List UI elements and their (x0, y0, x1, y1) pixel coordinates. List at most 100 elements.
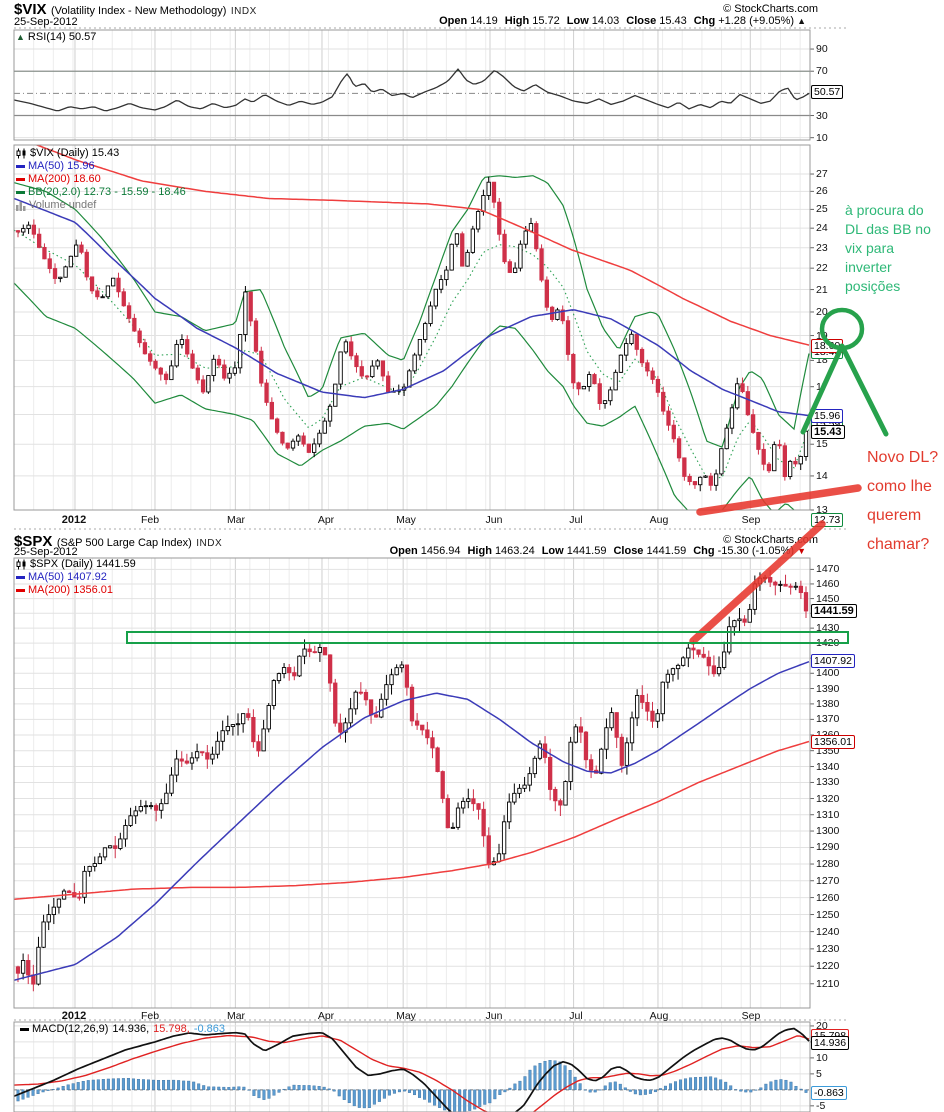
ma-line-icon (16, 589, 25, 592)
y-tick-label: 1220 (816, 960, 840, 973)
legend-row: Volume undef (16, 199, 96, 212)
ma-line-icon (16, 165, 25, 168)
rsi-legend-label: RSI(14) 50.57 (27, 31, 97, 43)
x-axis-month-label: 2012 (61, 514, 87, 526)
y-tick-label: 1240 (816, 925, 840, 938)
chg-label: Chg (693, 545, 715, 557)
y-tick-label: 1400 (816, 667, 840, 680)
price-badge: 1441.59 (811, 604, 857, 618)
ma-line-icon (16, 576, 25, 579)
ohlc-value: 1441.59 (566, 545, 607, 557)
volume-bars-icon (16, 201, 26, 211)
annotation-green-note: à procura do DL das BB no vix para inver… (845, 202, 931, 294)
legend-row: MA(200) 18.60 (16, 173, 101, 186)
x-axis-month-label: Feb (140, 514, 160, 526)
legend-row: $SPX (Daily) 1441.59 (16, 558, 136, 571)
legend-text: BB(20,2.0) 12.73 - 15.59 - 18.46 (28, 186, 186, 198)
ohlc-value: 1441.59 (646, 545, 687, 557)
y-tick-label: 1310 (816, 808, 840, 821)
ohlc-value: 14.19 (470, 15, 498, 27)
y-tick-label: 1270 (816, 874, 840, 887)
y-tick-label: 1430 (816, 622, 840, 635)
y-tick-label: 1380 (816, 697, 840, 710)
rsi-area-icon: ▲ (16, 32, 25, 42)
y-tick-label: 1450 (816, 592, 840, 605)
x-axis-month-label: Jul (569, 514, 583, 526)
macd-legend-value: 14.936, (112, 1023, 150, 1035)
y-tick-label: 30 (816, 109, 828, 122)
x-axis-month-label: Jul (569, 1010, 583, 1022)
price-badge: 12.73 (811, 513, 844, 527)
legend-row: MA(200) 1356.01 (16, 584, 113, 597)
x-axis-month-label: Aug (649, 514, 669, 526)
spx-title: $SPX (S&P 500 Large Cap Index) INDX (14, 533, 222, 551)
price-badge: 15.96 (811, 409, 844, 423)
y-tick-label: 1470 (816, 563, 840, 576)
x-axis-month-label: Mar (226, 514, 246, 526)
y-tick-label: 21 (816, 283, 828, 296)
macd-legend-value: -0.863 (193, 1023, 226, 1035)
x-axis-month-label: Apr (317, 1010, 335, 1022)
y-tick-label: -5 (816, 1099, 826, 1112)
y-tick-label: 1250 (816, 908, 840, 921)
legend-row: MA(50) 1407.92 (16, 571, 107, 584)
y-tick-label: 10 (816, 1051, 828, 1064)
legend-text: MA(200) 1356.01 (28, 584, 113, 596)
y-tick-label: 1230 (816, 942, 840, 955)
spx-date: 25-Sep-2012 (14, 546, 78, 558)
x-axis-month-label: Jun (485, 514, 503, 526)
chg-direction-icon: ▲ (797, 16, 806, 26)
legend-row: BB(20,2.0) 12.73 - 15.59 - 18.46 (16, 186, 186, 199)
legend-text: $SPX (Daily) 1441.59 (30, 558, 136, 570)
ohlc-label: Open (439, 15, 468, 27)
y-tick-label: 70 (816, 65, 828, 78)
spx-desc: (S&P 500 Large Cap Index) (56, 537, 192, 549)
price-badge: 50.57 (811, 85, 844, 99)
price-badge: 1407.92 (811, 654, 855, 668)
ohlc-value: 1463.24 (494, 545, 535, 557)
legend-text: MA(50) 1407.92 (28, 571, 107, 583)
price-badge: 15.43 (811, 425, 845, 439)
ohlc-value: 15.43 (659, 15, 687, 27)
vix-ohlc-row: Open 14.19 High 15.72 Low 14.03 Close 15.43 Chg +… (432, 15, 806, 27)
ohlc-value: 14.03 (591, 15, 620, 27)
y-tick-label: 20 (816, 305, 828, 318)
chg-label: Chg (693, 15, 716, 27)
y-tick-label: 26 (816, 185, 828, 198)
copyright-top: © StockCharts.com (723, 3, 818, 15)
ma-line-icon (16, 191, 25, 194)
macd-legend: MACD(12,26,9) 14.936, 15.798, -0.863 (20, 1023, 229, 1036)
vix-symbol: $VIX (14, 1, 47, 18)
x-axis-month-label: May (396, 514, 416, 526)
spx-symbol: $SPX (14, 533, 53, 550)
ohlc-label: Close (626, 15, 657, 27)
chg-value: -15.30 (-1.05%) (717, 545, 798, 557)
spx-ohlc-row: Open 1456.94 High 1463.24 Low 1441.59 Close 144… (383, 545, 806, 557)
y-tick-label: 10 (816, 131, 828, 144)
y-tick-label: 22 (816, 262, 828, 275)
legend-text: MA(50) 15.96 (28, 160, 95, 172)
ma-line-icon (16, 178, 25, 181)
y-tick-label: 1420 (816, 637, 840, 650)
ohlc-label: High (504, 15, 530, 27)
candlestick-icon (16, 559, 27, 570)
rsi-legend: ▲ RSI(14) 50.57 (16, 31, 96, 44)
ohlc-label: Low (566, 15, 589, 27)
y-tick-label: 27 (816, 168, 828, 181)
legend-row: $VIX (Daily) 15.43 (16, 147, 119, 160)
y-tick-label: 25 (816, 203, 828, 216)
chg-value: +1.28 (+9.05%) (718, 15, 798, 27)
vix-title: $VIX (Volatility Index - New Methodology… (14, 1, 257, 19)
y-tick-label: 20 (816, 1019, 828, 1032)
y-tick-label: 1340 (816, 760, 840, 773)
x-axis-month-label: Mar (226, 1010, 246, 1022)
ohlc-label: Close (613, 545, 644, 557)
y-tick-label: 1280 (816, 858, 840, 871)
ohlc-label: High (467, 545, 492, 557)
price-badge: 18.60 (811, 339, 844, 353)
price-badge: 14.936 (811, 1036, 850, 1050)
y-tick-label: 90 (816, 43, 828, 56)
legend-text: $VIX (Daily) 15.43 (30, 147, 120, 159)
x-axis-month-label: Sep (741, 1010, 761, 1022)
